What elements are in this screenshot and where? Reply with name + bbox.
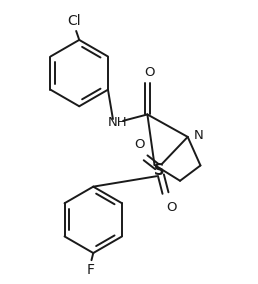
Text: O: O xyxy=(166,201,176,214)
Text: NH: NH xyxy=(108,116,127,129)
Text: N: N xyxy=(193,129,203,142)
Text: F: F xyxy=(86,263,94,277)
Text: S: S xyxy=(154,163,165,178)
Text: O: O xyxy=(134,138,144,151)
Text: O: O xyxy=(145,66,155,79)
Text: Cl: Cl xyxy=(67,14,81,28)
